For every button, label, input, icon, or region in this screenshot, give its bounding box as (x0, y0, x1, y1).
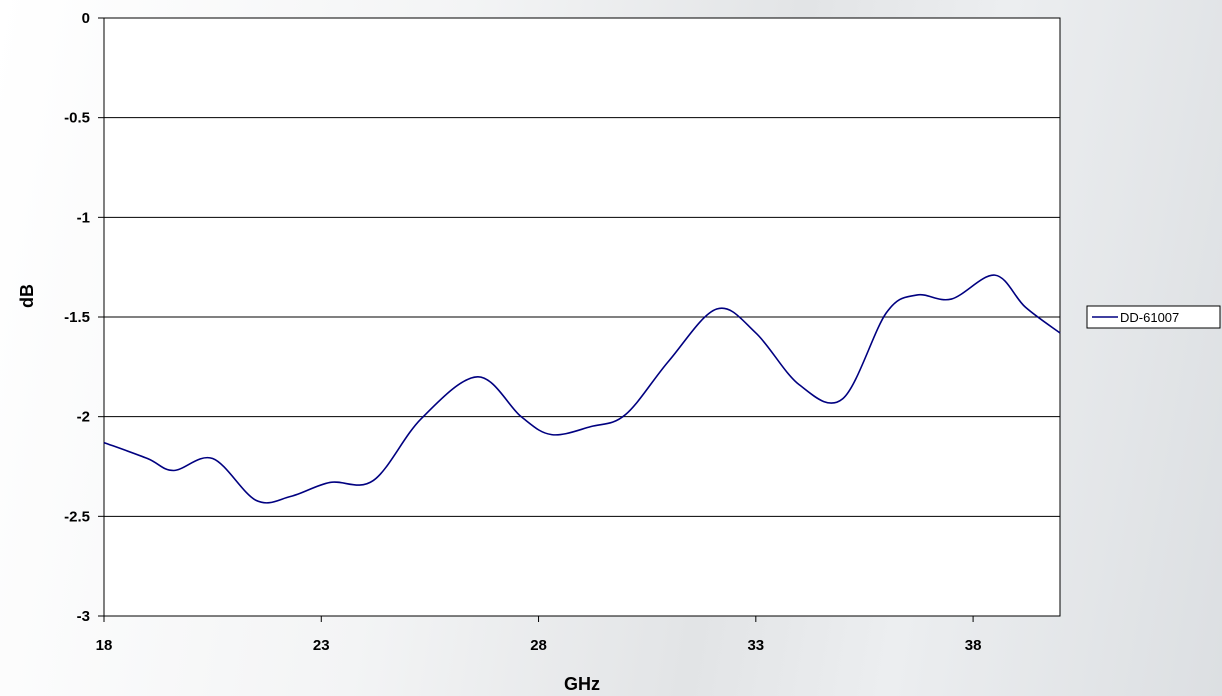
y-tick-label: -1.5 (64, 309, 90, 326)
series-line-dd-61007 (103, 274, 1061, 504)
y-axis-title: dB (17, 284, 37, 308)
x-tick-label: 33 (747, 637, 764, 654)
legend: DD-61007 (1086, 305, 1221, 329)
gridlines (104, 117, 1060, 517)
y-tick-label: -2 (77, 409, 90, 426)
x-tick-label: 23 (313, 637, 330, 654)
legend-box (1086, 305, 1221, 329)
x-tick-label: 38 (965, 637, 982, 654)
legend-label-dd-61007: DD-61007 (1120, 310, 1179, 325)
series-group (103, 274, 1061, 504)
y-tick-label: -3 (77, 608, 90, 625)
y-tick-label: -2.5 (64, 508, 90, 525)
x-tick-label: 28 (530, 637, 547, 654)
y-tick-label: -1 (77, 209, 90, 226)
y-tick-label: 0 (82, 10, 90, 27)
y-tick-label: -0.5 (64, 110, 90, 127)
y-axis-ticks: 0 -0.5 -1 -1.5 -2 -2.5 -3 (64, 10, 104, 625)
x-tick-label: 18 (96, 637, 113, 654)
x-axis-ticks: 18 23 28 33 38 (96, 616, 982, 654)
x-axis-title: GHz (564, 674, 600, 694)
